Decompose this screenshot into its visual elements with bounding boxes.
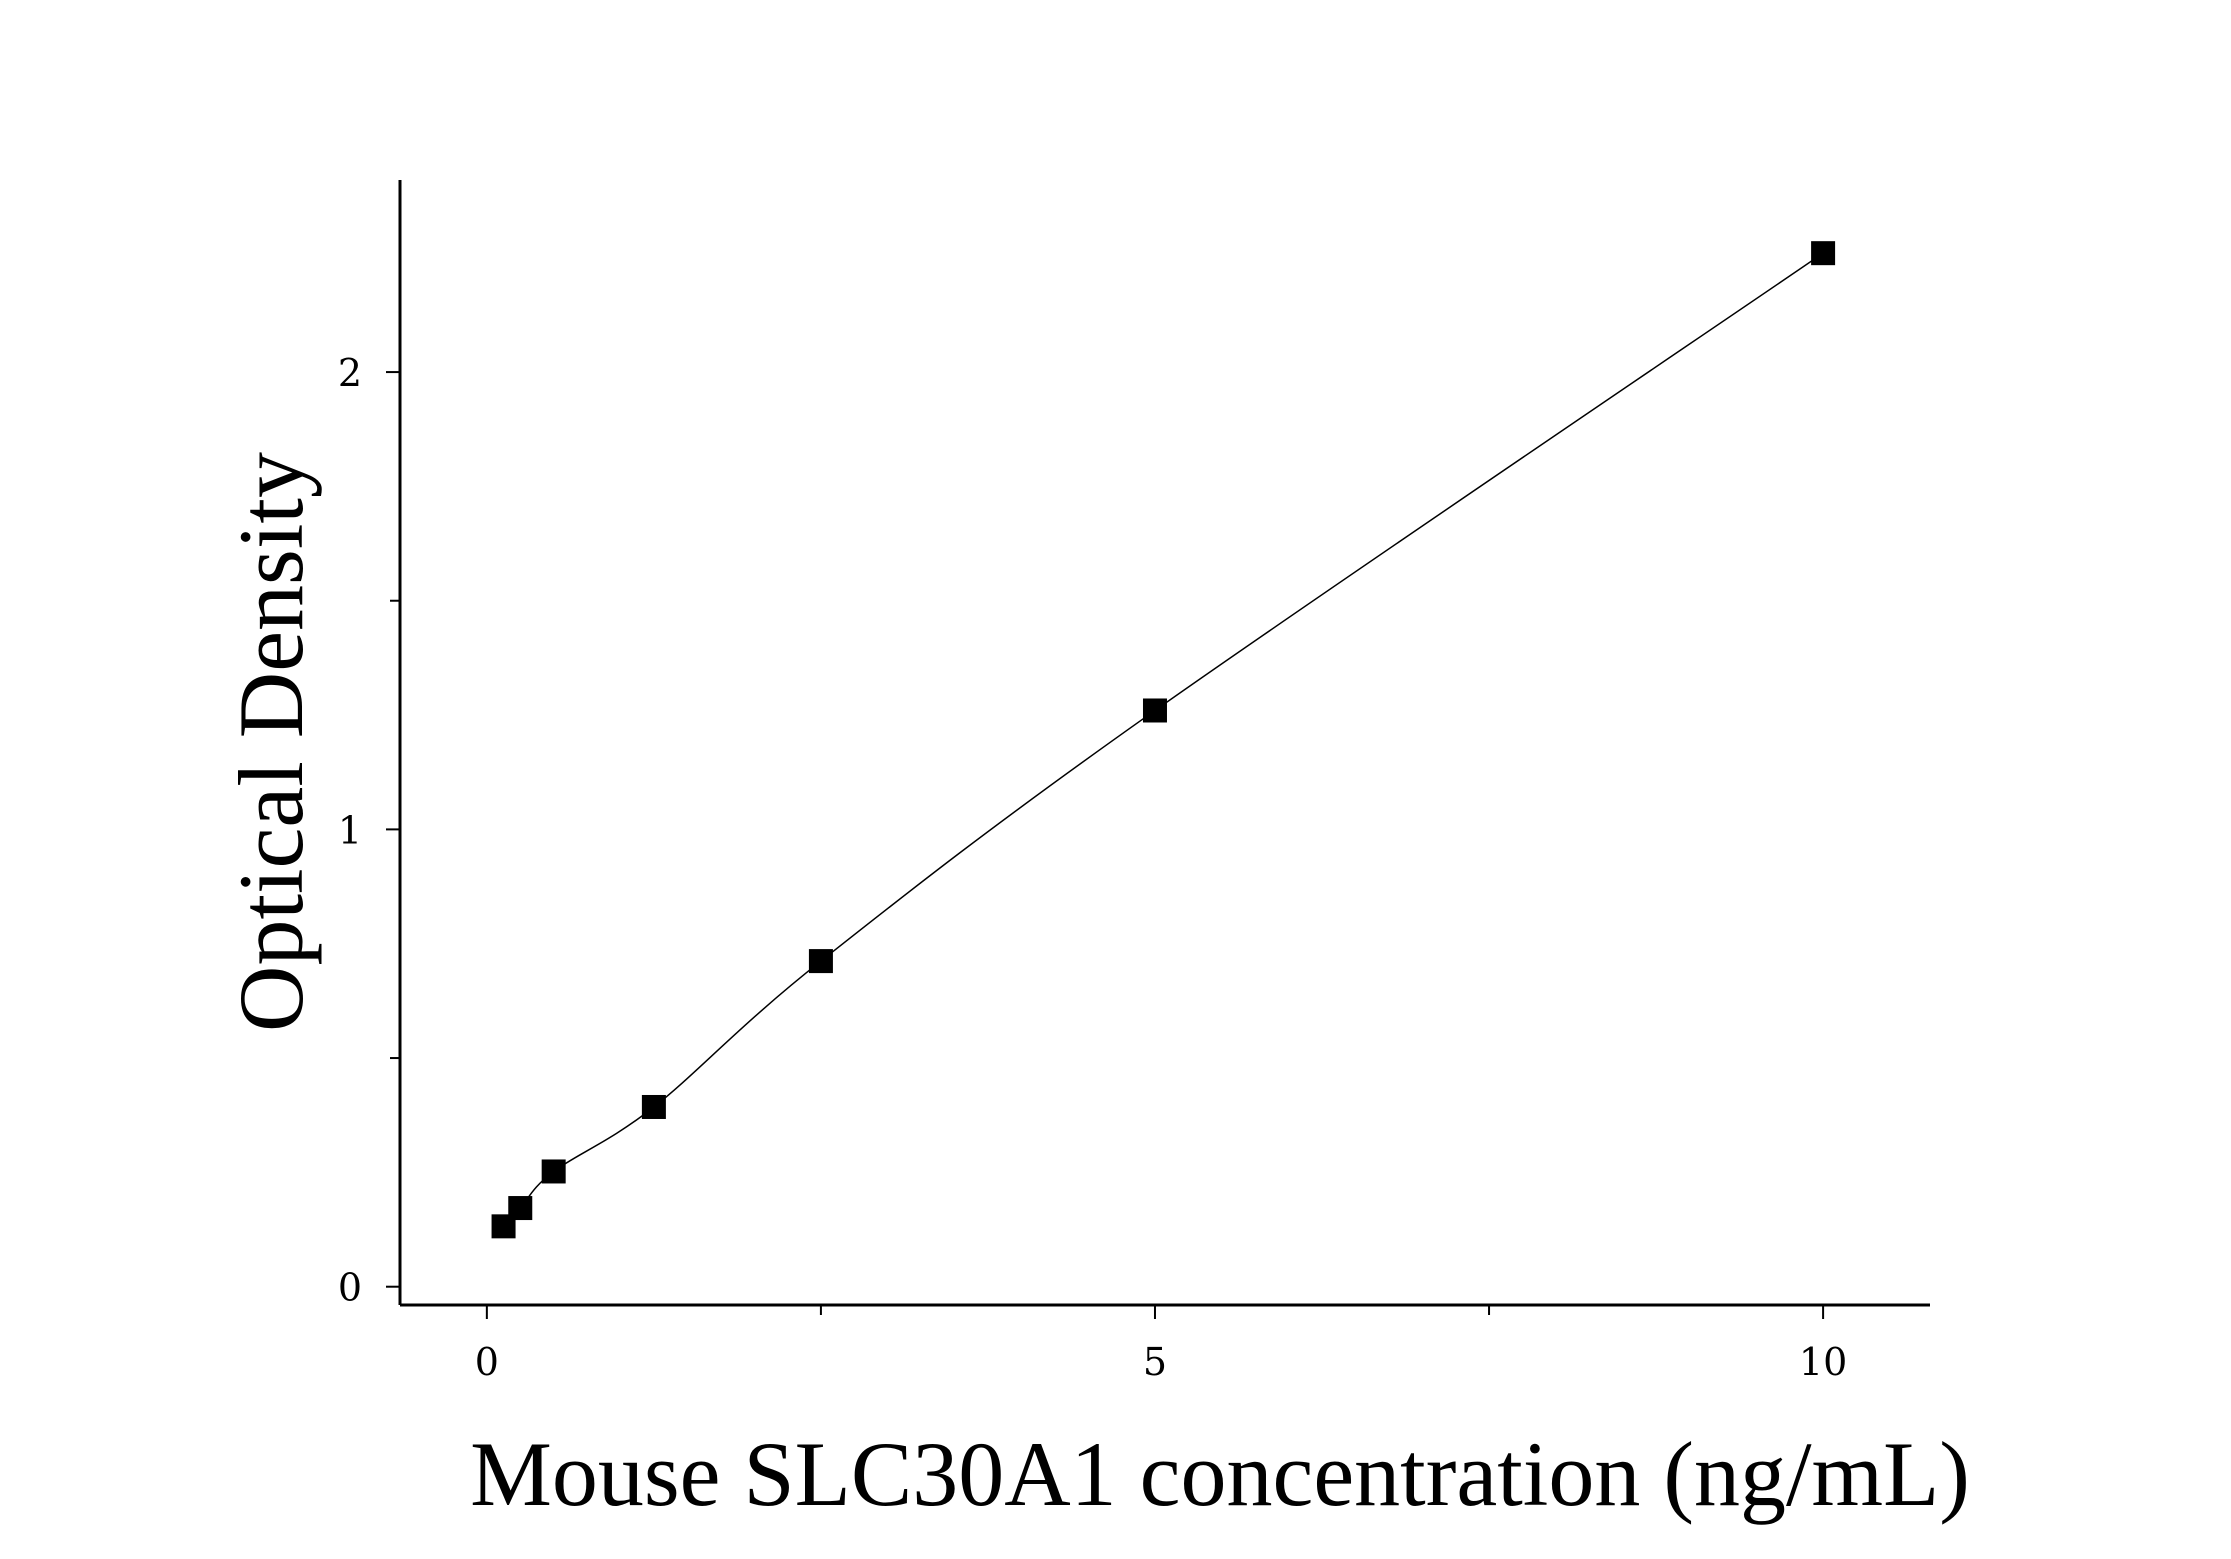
y-axis-title: Optical Density — [220, 452, 322, 1032]
fit-curve-layer — [503, 252, 1824, 1227]
x-tick-label: 0 — [475, 1340, 499, 1384]
axes — [398, 180, 1930, 1307]
ticks: 0 5 10 0 1 2 — [338, 351, 1847, 1384]
markers — [491, 241, 1836, 1239]
y-tick-label: 1 — [338, 808, 362, 852]
x-tick-label: 5 — [1143, 1340, 1167, 1384]
x-tick-label: 10 — [1799, 1340, 1847, 1384]
data-point — [808, 949, 833, 974]
data-point — [541, 1159, 566, 1184]
data-point — [641, 1094, 666, 1119]
fit-curve — [503, 252, 1824, 1227]
y-tick-label: 0 — [338, 1266, 362, 1310]
y-tick-label: 2 — [338, 351, 362, 395]
data-point — [1142, 698, 1167, 723]
data-point — [508, 1196, 533, 1221]
data-point — [1811, 241, 1836, 266]
x-axis-title: Mouse SLC30A1 concentration (ng/mL) — [470, 1423, 1970, 1525]
